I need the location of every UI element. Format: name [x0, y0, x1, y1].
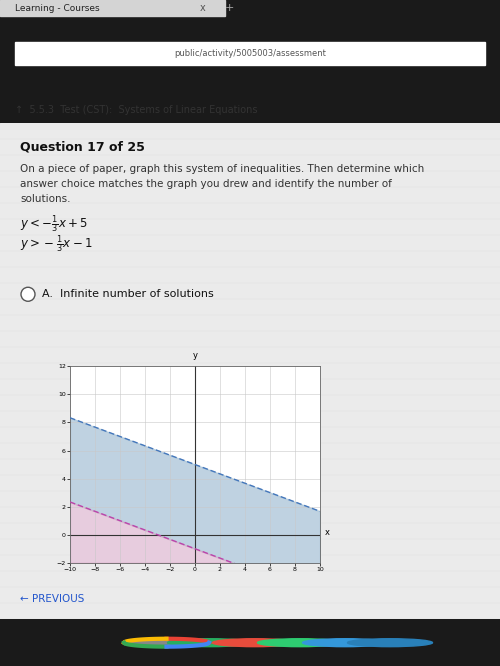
Text: x: x — [325, 528, 330, 537]
Text: Learning - Courses: Learning - Courses — [15, 4, 100, 13]
Text: A.  Infinite number of solutions: A. Infinite number of solutions — [42, 289, 214, 299]
Bar — [15, 41, 485, 65]
Text: x: x — [200, 3, 206, 13]
Circle shape — [21, 287, 35, 301]
Text: ← PREVIOUS: ← PREVIOUS — [20, 594, 84, 604]
Circle shape — [302, 639, 388, 647]
Text: answer choice matches the graph you drew and identify the number of: answer choice matches the graph you drew… — [20, 179, 392, 189]
Text: solutions.: solutions. — [20, 194, 70, 204]
Circle shape — [348, 639, 432, 647]
Circle shape — [212, 639, 298, 647]
Text: On a piece of paper, graph this system of inequalities. Then determine which: On a piece of paper, graph this system o… — [20, 165, 424, 174]
Text: +: + — [225, 3, 234, 13]
Text: ↑  5.5.3  Test (CST):  Systems of Linear Equations: ↑ 5.5.3 Test (CST): Systems of Linear Eq… — [15, 105, 258, 115]
Text: Question 17 of 25: Question 17 of 25 — [20, 141, 145, 154]
Text: public/activity/5005003/assessment: public/activity/5005003/assessment — [174, 49, 326, 58]
Text: y: y — [192, 352, 198, 360]
Circle shape — [122, 639, 208, 647]
Circle shape — [258, 639, 342, 647]
Circle shape — [168, 639, 252, 647]
Text: $y > -\frac{1}{3}x - 1$: $y > -\frac{1}{3}x - 1$ — [20, 233, 92, 255]
Text: $y < -\frac{1}{3}x + 5$: $y < -\frac{1}{3}x + 5$ — [20, 213, 88, 235]
Bar — [0, 0, 225, 17]
